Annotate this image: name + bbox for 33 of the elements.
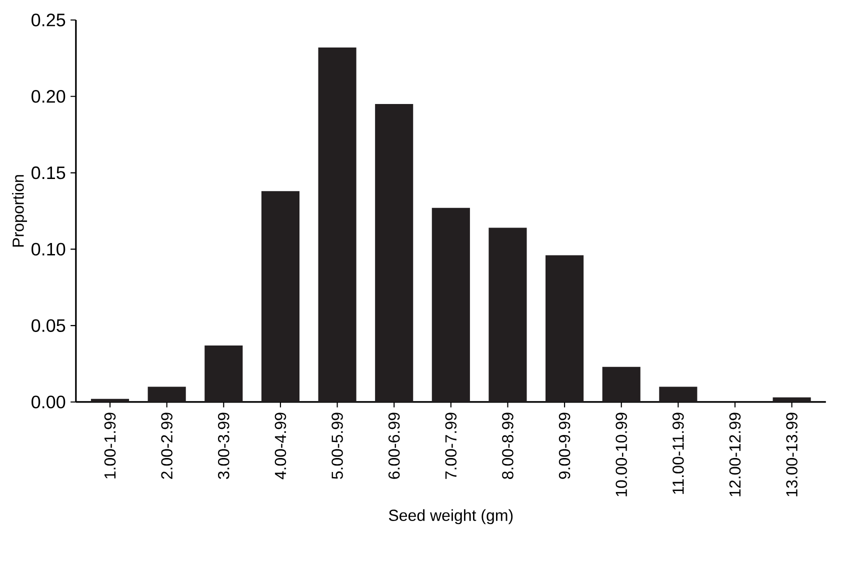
x-axis-title: Seed weight (gm) xyxy=(388,509,513,524)
bar xyxy=(488,228,527,402)
x-tick-label: 2.00-2.99 xyxy=(161,412,172,479)
y-tick-label: 0.10 xyxy=(32,242,66,256)
x-tick-label: 6.00-6.99 xyxy=(388,412,400,479)
x-tick-label: 9.00-9.99 xyxy=(558,412,570,479)
y-tick-label: 0.25 xyxy=(32,14,66,26)
y-tick-label: 0.00 xyxy=(32,396,66,408)
x-tick-label: 1.00-1.99 xyxy=(104,412,116,478)
bar xyxy=(261,191,300,402)
x-tick-label: 7.00-7.99 xyxy=(445,412,457,479)
x-tick-label: 12.00-12.99 xyxy=(729,412,741,496)
bar xyxy=(148,386,186,402)
x-tick-label: 13.00-13.99 xyxy=(786,412,798,496)
bar xyxy=(602,366,640,402)
x-tick-label: 11.00-11.99 xyxy=(672,412,684,494)
bar xyxy=(432,208,470,402)
y-tick-label: 0.15 xyxy=(32,166,66,180)
bar xyxy=(546,255,584,402)
bar xyxy=(318,47,356,402)
bar xyxy=(375,104,414,402)
x-tick-label: 10.00-10.99 xyxy=(616,412,628,496)
y-tick-label: 0.05 xyxy=(32,319,66,332)
x-tick-label: 8.00-8.99 xyxy=(502,412,514,479)
x-tick-label: 3.00-3.99 xyxy=(218,412,230,480)
y-tick-label: 0.20 xyxy=(32,90,66,103)
x-tick-label: 5.00-5.99 xyxy=(332,412,343,479)
bar xyxy=(204,345,243,402)
bar xyxy=(772,397,811,402)
bar xyxy=(659,386,698,402)
y-axis-title: Proportion xyxy=(12,175,28,247)
x-tick-label: 4.00-4.99 xyxy=(274,412,286,480)
bar xyxy=(90,398,130,402)
